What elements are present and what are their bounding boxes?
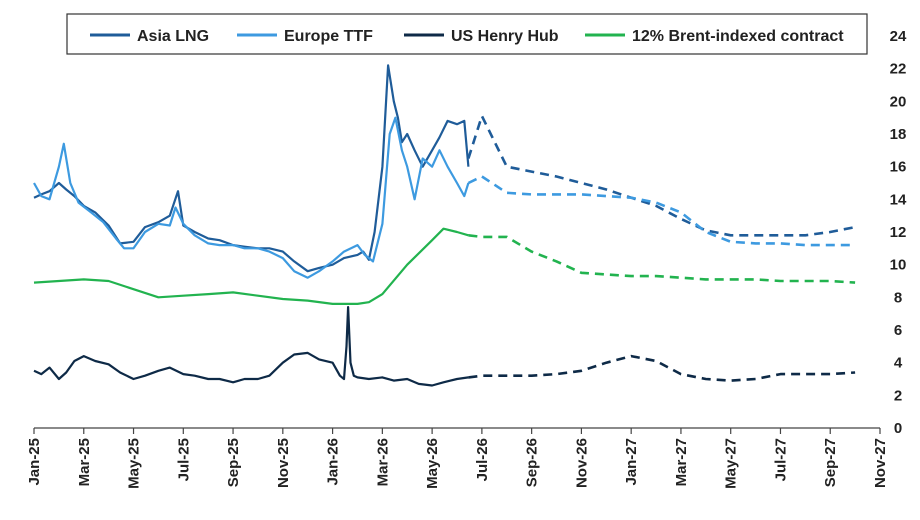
x-tick-label: Nov-27 [872, 438, 889, 488]
x-tick-label: Mar-25 [76, 438, 93, 486]
legend-label-europe: Europe TTF [284, 28, 373, 45]
legend-label-brent: 12% Brent-indexed contract [632, 28, 844, 45]
series-line-12-brent-indexed-contract [33, 227, 469, 305]
x-tick-label: Jan-27 [623, 438, 640, 486]
y-tick-label: 20 [890, 93, 907, 110]
x-tick-label: Nov-25 [275, 438, 292, 488]
y-tick-label: 22 [890, 61, 907, 78]
series-line-europe-ttf [33, 116, 470, 279]
series-line-12-brent-indexed-contract-forward [468, 234, 856, 284]
series-line-asia-lng [33, 64, 470, 273]
x-tick-label: May-27 [723, 438, 740, 489]
legend-label-henry: US Henry Hub [451, 28, 559, 45]
x-tick-label: Nov-26 [573, 438, 590, 488]
x-tick-label: May-26 [424, 438, 441, 489]
series-line-asia-lng-forward [467, 114, 856, 237]
series-layer [33, 64, 856, 387]
x-tick-label: Jul-25 [175, 438, 192, 481]
y-tick-label: 6 [894, 322, 902, 339]
x-tick-label: May-25 [126, 438, 143, 489]
y-tick-label: 8 [894, 289, 902, 306]
x-tick-label: Mar-27 [673, 438, 690, 486]
chart-legend: Asia LNG Europe TTF US Henry Hub 12% Bre… [66, 13, 868, 55]
y-tick-label: 16 [890, 159, 907, 176]
series-line-us-henry-hub [33, 306, 469, 387]
legend-label-asia: Asia LNG [137, 28, 209, 45]
y-tick-label: 12 [890, 224, 907, 241]
legend-box [66, 13, 868, 55]
x-tick-label: Jul-26 [474, 438, 491, 481]
y-tick-label: 10 [890, 257, 907, 274]
y-tick-label: 2 [894, 387, 902, 404]
x-tick-label: Jan-26 [325, 438, 342, 486]
x-tick-label: Sep-25 [225, 438, 242, 487]
x-tick-label: Mar-26 [374, 438, 391, 486]
x-tick-label: Sep-27 [822, 438, 839, 487]
y-tick-label: 0 [894, 420, 902, 437]
y-tick-label: 24 [890, 28, 907, 45]
x-tick-label: Jan-25 [26, 438, 43, 486]
y-tick-label: 14 [890, 191, 907, 208]
y-tick-label: 4 [894, 355, 903, 372]
series-line-europe-ttf-forward [467, 175, 856, 247]
series-line-us-henry-hub-forward [468, 354, 856, 382]
x-tick-label: Sep-26 [524, 438, 541, 487]
y-tick-label: 18 [890, 126, 907, 143]
x-tick-label: Jul-27 [772, 438, 789, 481]
